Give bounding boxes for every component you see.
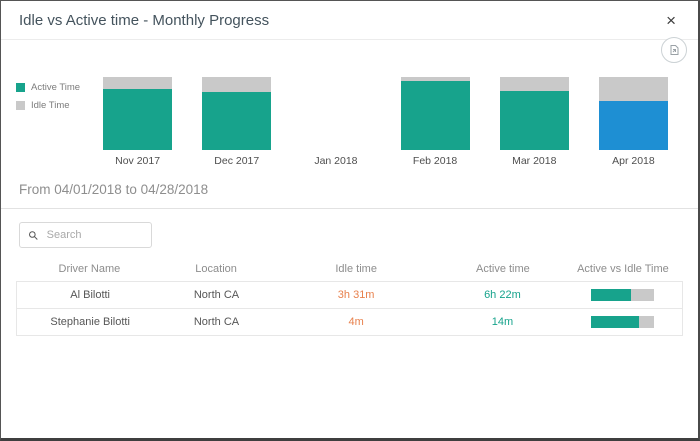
- active-time-cell: 6h 22m: [484, 289, 521, 301]
- idle-time-cell: 4m: [348, 316, 364, 328]
- legend-label: Active Time: [31, 82, 81, 93]
- period-label: From 04/01/2018 to 04/28/2018: [19, 182, 209, 197]
- export-button[interactable]: [661, 37, 687, 63]
- search-box[interactable]: [19, 222, 152, 248]
- category-label: Apr 2018: [612, 155, 655, 167]
- ratio-bar-fill: [590, 289, 631, 301]
- active-segment: [400, 81, 470, 150]
- legend-label: Idle Time: [31, 100, 70, 111]
- legend-swatch: [16, 83, 25, 92]
- idle-segment: [400, 77, 470, 81]
- active-segment: [598, 101, 668, 150]
- column-header: Active vs Idle Time: [577, 263, 669, 275]
- search-input[interactable]: [44, 228, 143, 242]
- column-header: Driver Name: [58, 263, 121, 275]
- column-header: Location: [195, 263, 237, 275]
- ratio-bar-fill: [590, 316, 640, 328]
- category-label: Feb 2018: [412, 155, 458, 167]
- category-label: Dec 2017: [214, 155, 260, 167]
- stacked-bar[interactable]: [202, 77, 272, 150]
- search-icon: [29, 230, 38, 240]
- active-time-cell: 14m: [491, 316, 514, 328]
- category-label: Jan 2018: [314, 155, 358, 167]
- legend-item[interactable]: Active Time: [16, 82, 88, 93]
- column-header: Idle time: [335, 263, 377, 275]
- table-row[interactable]: Stephanie Bilotti North CA 4m 14m: [16, 308, 683, 336]
- ratio-bar: [590, 289, 654, 301]
- bar-slot: Feb 2018: [386, 64, 485, 168]
- stacked-bar[interactable]: [400, 77, 470, 150]
- category-label: Mar 2018: [512, 155, 557, 167]
- column-header: Active time: [475, 263, 530, 275]
- bar-slot: Nov 2017: [88, 64, 187, 168]
- active-vs-idle-cell: [562, 316, 682, 328]
- idle-segment: [598, 77, 668, 101]
- period-row: From 04/01/2018 to 04/28/2018: [1, 181, 698, 209]
- chart-legend: Active Time Idle Time: [16, 82, 88, 168]
- legend-swatch: [16, 101, 25, 110]
- location-cell: North CA: [193, 316, 240, 328]
- bar-slot: Dec 2017: [187, 64, 286, 168]
- table-header: Driver Name Location Idle time Active time A…: [16, 257, 683, 281]
- category-label: Nov 2017: [115, 155, 161, 167]
- close-icon[interactable]: ×: [666, 10, 676, 30]
- bar-slot: Mar 2018: [485, 64, 584, 168]
- legend-item[interactable]: Idle Time: [16, 100, 88, 111]
- table-body: Al Bilotti North CA 3h 31m 6h 22m Stephanie …: [16, 281, 683, 336]
- idle-segment: [103, 77, 173, 89]
- table-row[interactable]: Al Bilotti North CA 3h 31m 6h 22m: [16, 281, 683, 309]
- idle-segment: [499, 77, 569, 91]
- bar-slot: Apr 2018: [584, 64, 683, 168]
- idle-time-cell: 3h 31m: [337, 289, 375, 301]
- stacked-bar[interactable]: [598, 77, 668, 150]
- chart-section: Active Time Idle Time Nov 2017 Dec 2017 Jan…: [1, 64, 698, 168]
- active-segment: [103, 89, 173, 150]
- dialog-title: Idle vs Active time - Monthly Progress: [19, 11, 270, 29]
- bar-chart: Nov 2017 Dec 2017 Jan 2018 Feb 2018 Mar 2018…: [88, 64, 683, 168]
- active-segment: [499, 91, 569, 150]
- stacked-bar[interactable]: [499, 77, 569, 150]
- driver-name-cell: Al Bilotti: [70, 289, 111, 301]
- drivers-table: Driver Name Location Idle time Active time A…: [1, 257, 698, 336]
- ratio-bar: [590, 316, 654, 328]
- active-segment: [202, 92, 272, 150]
- driver-name-cell: Stephanie Bilotti: [50, 316, 130, 328]
- idle-segment: [202, 77, 272, 92]
- location-cell: North CA: [193, 289, 240, 301]
- active-vs-idle-cell: [562, 289, 682, 301]
- export-document-icon: [670, 45, 679, 55]
- dialog-header: Idle vs Active time - Monthly Progress ×: [1, 1, 698, 40]
- bar-slot: Jan 2018: [286, 64, 385, 168]
- stacked-bar[interactable]: [103, 77, 173, 150]
